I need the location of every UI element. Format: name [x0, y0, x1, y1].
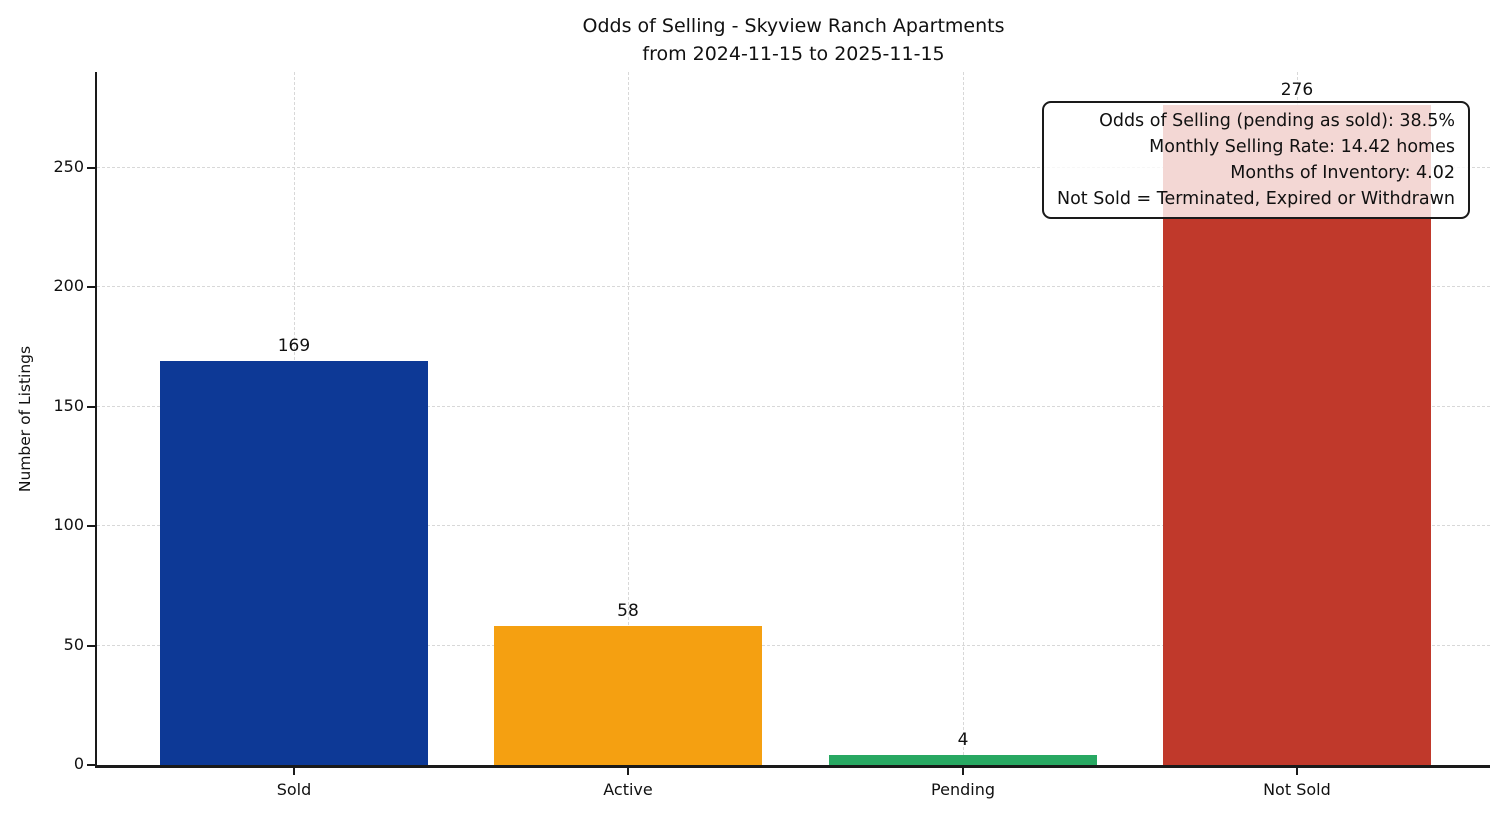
annotation-line-3: Months of Inventory: 4.02 — [1230, 163, 1455, 183]
chart-title: Odds of Selling - Skyview Ranch Apartmen… — [97, 12, 1490, 68]
y-tick-mark-200 — [87, 286, 95, 289]
y-tick-mark-100 — [87, 525, 95, 528]
y-gridline-250 — [97, 166, 1490, 168]
x-tick-mark-not-sold — [1295, 767, 1298, 775]
bar-value-label-not-sold: 276 — [1280, 80, 1314, 101]
chart-title-line1: Odds of Selling - Skyview Ranch Apartmen… — [582, 15, 1005, 37]
annotation-line-4: Not Sold = Terminated, Expired or Withdr… — [1056, 189, 1455, 209]
x-tick-mark-sold — [292, 767, 295, 775]
annotation-line-1: Odds of Selling (pending as sold): 38.5% — [1099, 111, 1455, 131]
y-gridline-150 — [97, 405, 1490, 407]
chart-title-line2: from 2024-11-15 to 2025-11-15 — [642, 43, 945, 65]
bar-sold — [159, 361, 428, 765]
y-gridline-100 — [97, 525, 1490, 527]
x-axis-spine — [95, 765, 1490, 768]
y-tick-mark-0 — [87, 764, 95, 766]
bar-value-label-pending: 4 — [957, 730, 969, 751]
y-axis-spine — [95, 72, 97, 767]
x-gridline-pending — [963, 72, 965, 765]
y-tick-label-0: 0 — [73, 754, 84, 773]
bar-value-label-sold: 169 — [277, 336, 311, 357]
y-tick-label-250: 250 — [53, 156, 84, 176]
x-tick-mark-pending — [962, 767, 965, 775]
y-tick-mark-250 — [87, 166, 95, 169]
x-tick-label-pending: Pending — [931, 780, 995, 799]
y-tick-label-150: 150 — [53, 395, 84, 415]
x-gridline-active — [628, 72, 629, 765]
y-tick-label-50: 50 — [63, 634, 84, 654]
bar-value-label-active: 58 — [617, 601, 639, 622]
annotation-line-2: Monthly Selling Rate: 14.42 homes — [1149, 137, 1455, 157]
y-axis-label: Number of Listings — [16, 345, 34, 493]
x-tick-label-not-sold: Not Sold — [1263, 780, 1331, 799]
x-tick-label-active: Active — [603, 780, 653, 799]
y-tick-label-200: 200 — [53, 276, 84, 296]
y-tick-mark-150 — [87, 405, 95, 408]
y-gridline-200 — [97, 286, 1490, 288]
y-gridline-50 — [97, 644, 1490, 646]
x-tick-mark-active — [627, 767, 629, 775]
annotation-box: Odds of Selling (pending as sold): 38.5%… — [1041, 101, 1470, 219]
bar-active — [494, 626, 762, 765]
bar-pending — [829, 755, 1098, 765]
y-tick-label-100: 100 — [53, 515, 84, 535]
y-tick-mark-50 — [87, 644, 95, 647]
x-tick-label-sold: Sold — [276, 780, 312, 799]
